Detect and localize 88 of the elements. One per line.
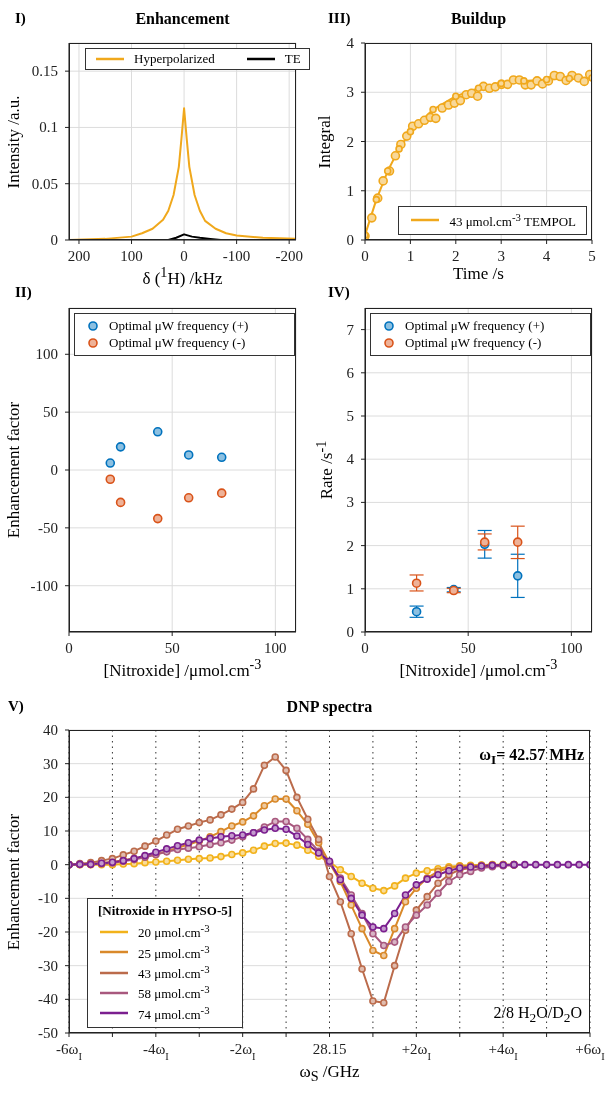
legend-label: 58 μmol.cm$^{-3}$	[138, 983, 210, 1003]
y-axis-title: Intensity /a.u.	[4, 94, 24, 189]
y-tick-label: 0	[50, 462, 58, 478]
y-tick-label: 1	[346, 580, 354, 597]
y-tick-label: 5	[346, 408, 354, 424]
x-axis-title: [Nitroxide] /μmol.cm$^{-3}$	[102, 656, 263, 681]
x-tick-label: 100	[560, 640, 583, 656]
x-tick-label: -100	[222, 248, 251, 264]
x-tick-label: +6ω$_{I}$	[575, 1041, 606, 1062]
x-tick-label: -200	[275, 248, 303, 264]
x-tick-label: -6ω$_{I}$	[56, 1041, 83, 1062]
y-axis-title: Enhancement factor	[4, 813, 24, 950]
y-tick-label: -30	[38, 957, 58, 974]
legend-label: 20 μmol.cm$^{-3}$	[138, 922, 210, 942]
x-tick-label: 100	[264, 640, 287, 656]
x-tick-label: 0	[65, 640, 73, 656]
legend-label: Hyperpolarized	[134, 51, 215, 67]
y-tick-label: 0	[50, 232, 58, 248]
y-tick-label: 40	[43, 722, 58, 738]
x-tick-label: 5	[588, 248, 596, 264]
legend-label: Optimal μW frequency (-)	[405, 335, 542, 351]
y-tick-label: 100	[35, 346, 58, 363]
chart-title: Buildup	[449, 10, 508, 28]
y-tick-label: -40	[38, 991, 58, 1008]
x-tick-label: 0	[361, 248, 369, 264]
annotation: ω$_{I}$= 42.57 MHz	[479, 746, 584, 769]
text: IV)	[328, 284, 350, 301]
x-tick-label: 200	[67, 248, 91, 264]
y-tick-label: 0	[346, 624, 354, 640]
x-tick-label: 4	[542, 248, 551, 264]
y-tick-label: 10	[43, 823, 58, 839]
legend-label: Optimal μW frequency (+)	[405, 318, 545, 334]
annotation: 2/8 H$_{2}$O/D$_{2}$O	[493, 1004, 582, 1027]
legend-label: 43 μmol.cm$^{-3}$ TEMPOL	[449, 210, 576, 230]
legend-title: [Nitroxide in HYPSO-5]	[98, 903, 233, 920]
x-axis-title: δ ($^{1}$H) /kHz	[141, 264, 224, 289]
x-tick-label: 50	[164, 640, 180, 656]
text: II)	[15, 284, 32, 301]
y-tick-label: 0.05	[31, 175, 58, 192]
y-tick-label: 0.15	[31, 63, 58, 80]
y-tick-label: 0	[346, 232, 354, 248]
x-tick-label: 2	[452, 248, 460, 264]
y-tick-label: 20	[43, 789, 58, 806]
y-tick-label: 30	[43, 755, 58, 772]
x-tick-label: 28.15	[312, 1041, 347, 1057]
y-tick-label: 3	[346, 494, 354, 511]
y-tick-label: -100	[30, 577, 58, 594]
x-tick-label: 1	[406, 248, 415, 264]
y-tick-label: -50	[38, 519, 58, 536]
text: I)	[15, 10, 26, 27]
x-tick-label: 0	[180, 248, 188, 264]
x-axis-title: ω$_{S}$ /GHz	[298, 1062, 361, 1086]
text: III)	[328, 10, 351, 27]
x-tick-label: 100	[120, 248, 143, 264]
x-tick-label: 3	[497, 248, 505, 264]
legend-label: 43 μmol.cm$^{-3}$	[138, 963, 210, 983]
chart-title: Enhancement	[134, 10, 231, 28]
x-tick-label: +2ω$_{I}$	[401, 1041, 432, 1062]
legend-label: 25 μmol.cm$^{-3}$	[138, 942, 210, 963]
legend-label: Optimal μW frequency (-)	[109, 335, 246, 351]
x-tick-label: +4ω$_{I}$	[488, 1041, 519, 1062]
y-tick-label: 1	[346, 182, 354, 199]
x-axis-title: Time /s	[452, 264, 505, 284]
y-tick-label: 0.1	[39, 119, 58, 136]
x-tick-label: -2ω$_{I}$	[229, 1041, 257, 1062]
y-tick-label: -50	[38, 1025, 58, 1041]
y-tick-label: 7	[346, 321, 355, 338]
y-tick-label: 6	[346, 364, 355, 381]
legend-label: 74 μmol.cm$^{-3}$	[138, 1003, 210, 1023]
x-tick-label: 0	[361, 640, 369, 656]
y-tick-label: 4	[346, 35, 355, 51]
y-tick-label: 0	[50, 856, 58, 873]
legend-label: TE	[284, 51, 301, 67]
x-tick-label: 50	[460, 640, 476, 656]
y-tick-label: -20	[38, 924, 58, 940]
text: V)	[8, 698, 24, 715]
y-axis-title: Integral	[315, 115, 335, 168]
y-tick-label: 4	[346, 451, 355, 468]
x-axis-title: [Nitroxide] /μmol.cm$^{-3}$	[398, 656, 559, 681]
y-tick-label: 3	[346, 84, 354, 101]
y-tick-label: 50	[43, 404, 58, 421]
legend-label: Optimal μW frequency (+)	[109, 318, 249, 334]
y-tick-label: -10	[38, 890, 58, 907]
chart-title: DNP spectra	[285, 698, 374, 716]
y-axis-title: Enhancement factor	[4, 401, 24, 539]
x-tick-label: -4ω$_{I}$	[142, 1041, 170, 1062]
y-tick-label: 2	[346, 537, 354, 554]
y-tick-label: 2	[346, 133, 354, 150]
